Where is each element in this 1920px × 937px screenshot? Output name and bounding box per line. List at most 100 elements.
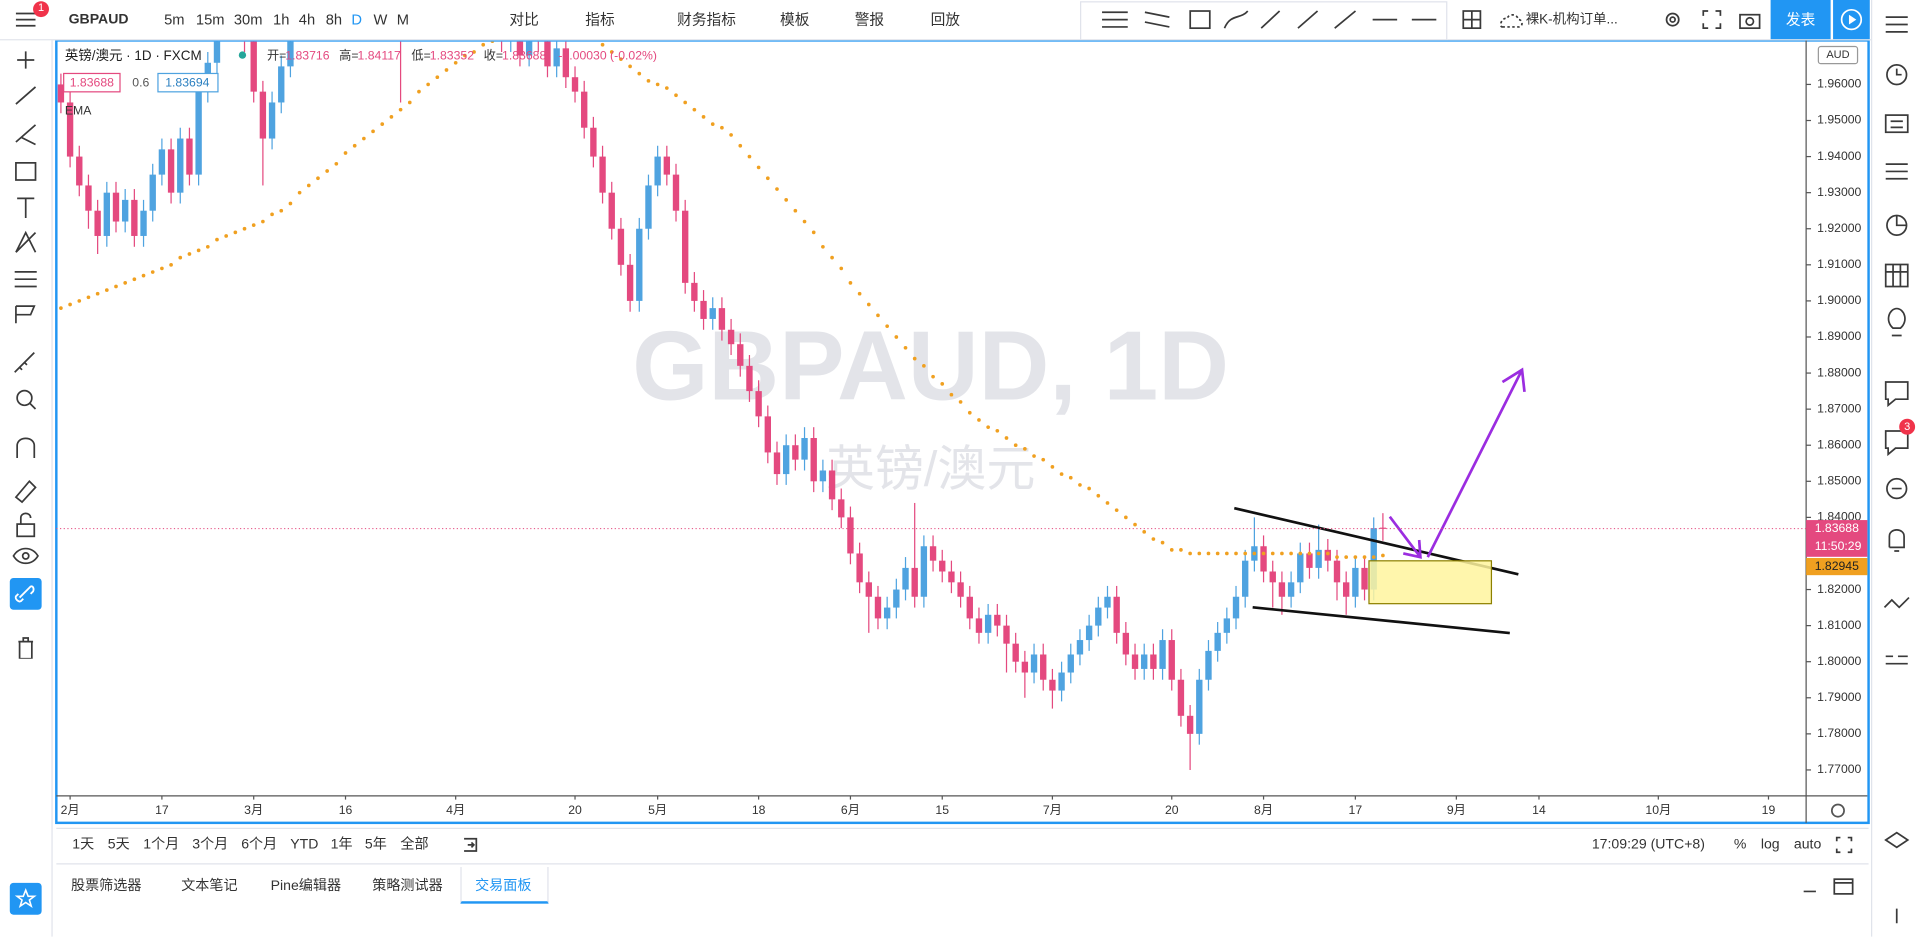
fullscreen-icon[interactable] (1702, 10, 1722, 30)
widget-sidebar[interactable] (1881, 7, 1913, 931)
ema-point (1169, 548, 1174, 552)
camera-icon[interactable] (1739, 10, 1761, 30)
ohlc-value: 1.83688 (502, 49, 546, 63)
candle-body (186, 138, 193, 175)
badge-count: 3 (1904, 420, 1911, 433)
interval[interactable]: 5m (164, 11, 185, 29)
zone-rectangle[interactable] (1368, 560, 1493, 605)
menu-icon[interactable] (15, 11, 37, 28)
cloud-icon[interactable] (1496, 11, 1523, 28)
interval[interactable]: D (351, 11, 363, 29)
interval[interactable]: 15m (195, 11, 225, 29)
play-icon[interactable] (1840, 8, 1863, 31)
settings-icon[interactable] (1830, 803, 1845, 818)
layout-icon[interactable] (1462, 10, 1482, 30)
ohlc-value: 1.83716 (285, 49, 329, 63)
active-tab[interactable] (460, 866, 549, 904)
settings-icon[interactable] (1663, 10, 1683, 30)
tab[interactable]: 文本笔记 (181, 879, 238, 894)
link-button[interactable] (9, 577, 42, 610)
candle-body (1205, 650, 1212, 680)
ema-point (141, 273, 146, 278)
publish-label[interactable]: 发表 (1785, 11, 1816, 29)
bid-price[interactable]: 1.83688 (70, 75, 114, 89)
candle-body (1141, 654, 1148, 669)
ema-point (389, 115, 394, 119)
ohlc-label: 高= (339, 48, 358, 63)
range-bar (56, 827, 1869, 865)
toolbar-button[interactable]: 财务指标 (677, 11, 736, 29)
range-button[interactable]: 全部 (400, 837, 429, 853)
ema-point (784, 198, 789, 202)
trend-line[interactable] (1252, 606, 1510, 635)
range-button[interactable]: 5年 (364, 837, 387, 853)
candle-body (250, 41, 257, 92)
candle-body (939, 560, 946, 572)
range-button[interactable]: 6个月 (241, 837, 278, 853)
panel-controls[interactable] (1800, 877, 1859, 897)
symbol[interactable]: GBPAUD (68, 12, 129, 27)
ema-point (95, 291, 100, 296)
candle-body (149, 174, 156, 211)
goto-date-icon[interactable] (460, 835, 480, 855)
star-icon[interactable] (14, 888, 37, 910)
ask-price[interactable]: 1.83694 (165, 75, 209, 89)
indicator-label[interactable]: EMA (65, 104, 92, 118)
range-button[interactable]: 1天 (72, 837, 95, 853)
arrow[interactable] (1426, 367, 1526, 558)
tab[interactable]: Pine编辑器 (270, 879, 342, 894)
scale-option[interactable]: log (1760, 837, 1780, 853)
interval[interactable]: 4h (298, 11, 316, 29)
toolbar-button[interactable]: 警报 (854, 11, 885, 29)
range-button[interactable]: YTD (290, 837, 319, 853)
layout-name[interactable]: 裸K-机构订单... (1525, 12, 1618, 27)
ema-point (132, 277, 137, 282)
x-tick-label: 18 (752, 803, 766, 817)
ema-point (104, 288, 109, 292)
tab[interactable]: 交易面板 (475, 879, 532, 894)
tab[interactable]: 股票筛选器 (71, 879, 142, 894)
drawing-tools[interactable] (1096, 7, 1445, 31)
interval[interactable]: M (396, 11, 409, 29)
ema-point (655, 82, 660, 87)
toolbar-button[interactable]: 指标 (585, 11, 615, 29)
ema-point (793, 208, 798, 213)
interval[interactable]: 30m (233, 11, 263, 29)
link-icon[interactable] (14, 583, 37, 605)
currency[interactable]: AUD (1826, 49, 1849, 61)
x-tick-label: 17 (155, 803, 169, 817)
ohlc-label: 开= (267, 49, 286, 63)
scale-option[interactable]: auto (1793, 837, 1822, 853)
sell-box[interactable] (63, 72, 121, 93)
toolbar-button[interactable]: 对比 (509, 11, 539, 29)
range-button[interactable]: 3个月 (192, 837, 229, 853)
auto-fit-icon[interactable] (1835, 836, 1853, 854)
y-tick-label: 1.94000 (1817, 149, 1861, 163)
candle-body (158, 149, 166, 175)
drawing-sidebar[interactable] (10, 47, 42, 659)
candle-body (1003, 625, 1010, 644)
interval[interactable]: W (373, 11, 388, 29)
ema-point (729, 133, 733, 137)
range-button[interactable]: 1年 (330, 837, 353, 853)
toolbar-button[interactable]: 模板 (780, 11, 810, 29)
range-button[interactable]: 5天 (107, 837, 130, 853)
candle-body (1315, 549, 1322, 568)
candle-body (140, 210, 147, 236)
ema-point (407, 100, 412, 105)
toolbar-button[interactable]: 回放 (930, 11, 961, 29)
range-button[interactable]: 1个月 (143, 837, 180, 853)
arrow[interactable] (1388, 515, 1422, 559)
scale-option[interactable]: % (1733, 837, 1747, 853)
currency-box[interactable] (1817, 45, 1859, 65)
publish-button[interactable] (1770, 0, 1831, 40)
clock[interactable]: 17:09:29 (UTC+8) (1591, 837, 1705, 853)
interval[interactable]: 8h (325, 11, 343, 29)
candle-body (920, 546, 928, 597)
candle-body (590, 127, 597, 157)
symbol-header[interactable]: 英镑/澳元 · 1D · FXCM (65, 47, 202, 63)
interval[interactable]: 1h (273, 11, 290, 29)
buy-box[interactable] (157, 72, 219, 93)
candle-body (1186, 715, 1194, 734)
tab[interactable]: 策略测试器 (372, 879, 443, 894)
